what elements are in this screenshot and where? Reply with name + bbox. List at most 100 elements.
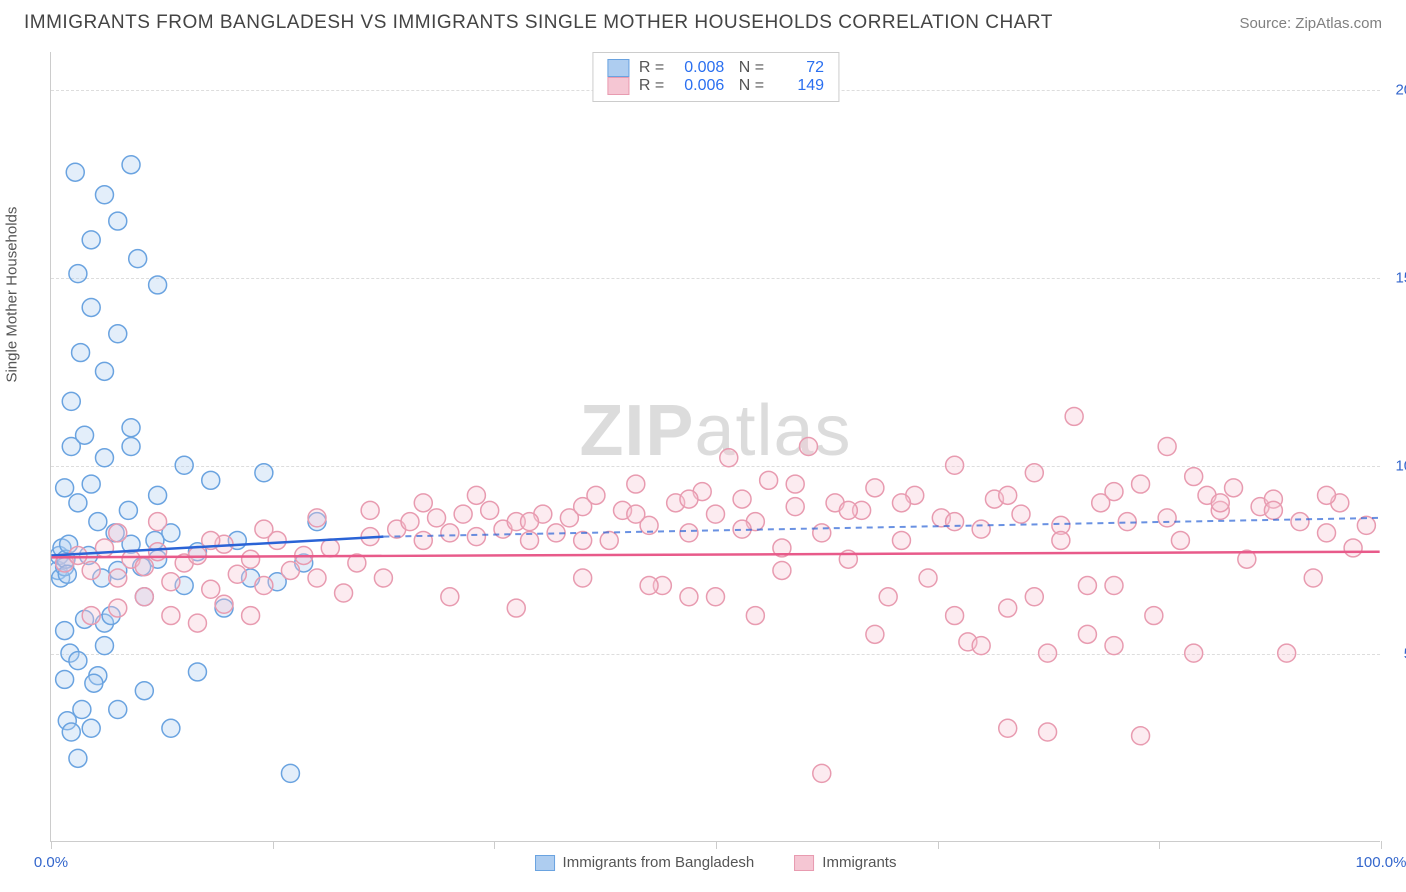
scatter-point <box>733 490 751 508</box>
scatter-point <box>1105 483 1123 501</box>
scatter-point <box>95 539 113 557</box>
r-value-series1: 0.008 <box>674 59 724 77</box>
scatter-point <box>162 607 180 625</box>
scatter-point <box>95 637 113 655</box>
scatter-point <box>720 449 738 467</box>
scatter-point <box>760 471 778 489</box>
y-axis-label: Single Mother Households <box>4 207 21 383</box>
scatter-point <box>1039 644 1057 662</box>
y-tick-label: 20.0% <box>1395 81 1406 98</box>
scatter-point <box>401 513 419 531</box>
scatter-point <box>892 494 910 512</box>
scatter-point <box>1185 468 1203 486</box>
x-tick-label: 0.0% <box>34 854 68 871</box>
chart-source: Source: ZipAtlas.com <box>1239 15 1382 32</box>
chart-container: Single Mother Households R = 0.008 N = 7… <box>0 42 1406 882</box>
scatter-point <box>414 531 432 549</box>
scatter-point <box>1304 569 1322 587</box>
scatter-point <box>467 486 485 504</box>
x-tick <box>494 841 495 849</box>
scatter-point <box>507 599 525 617</box>
scatter-point <box>135 558 153 576</box>
scatter-point <box>374 569 392 587</box>
scatter-point <box>242 550 260 568</box>
scatter-point <box>109 325 127 343</box>
scatter-point <box>255 464 273 482</box>
scatter-point <box>308 509 326 527</box>
scatter-point <box>866 625 884 643</box>
scatter-point <box>627 505 645 523</box>
scatter-point <box>175 456 193 474</box>
scatter-point <box>414 494 432 512</box>
scatter-point <box>1158 438 1176 456</box>
scatter-point <box>149 513 167 531</box>
scatter-point <box>1225 479 1243 497</box>
scatter-point <box>56 670 74 688</box>
scatter-point <box>335 584 353 602</box>
scatter-point <box>866 479 884 497</box>
scatter-point <box>82 298 100 316</box>
scatter-point <box>1291 513 1309 531</box>
scatter-point <box>1052 531 1070 549</box>
scatter-point <box>773 561 791 579</box>
n-value-series2: 149 <box>774 77 824 95</box>
scatter-svg <box>51 52 1380 841</box>
scatter-point <box>839 501 857 519</box>
scatter-point <box>481 501 499 519</box>
scatter-point <box>149 276 167 294</box>
scatter-point <box>122 438 140 456</box>
legend-item-immigrants: Immigrants <box>794 854 896 871</box>
scatter-point <box>69 749 87 767</box>
scatter-point <box>95 449 113 467</box>
y-tick-label: 10.0% <box>1395 457 1406 474</box>
scatter-point <box>72 344 90 362</box>
scatter-point <box>746 607 764 625</box>
scatter-point <box>82 607 100 625</box>
scatter-point <box>73 701 91 719</box>
scatter-point <box>95 362 113 380</box>
scatter-point <box>574 569 592 587</box>
x-tick <box>938 841 939 849</box>
scatter-point <box>202 580 220 598</box>
chart-title: IMMIGRANTS FROM BANGLADESH VS IMMIGRANTS… <box>24 12 1053 34</box>
scatter-point <box>228 565 246 583</box>
scatter-point <box>640 577 658 595</box>
scatter-point <box>441 524 459 542</box>
scatter-point <box>1132 727 1150 745</box>
scatter-point <box>95 186 113 204</box>
x-tick <box>1381 841 1382 849</box>
scatter-point <box>441 588 459 606</box>
legend-bottom: Immigrants from Bangladesh Immigrants <box>535 854 897 871</box>
scatter-point <box>972 637 990 655</box>
scatter-point <box>215 595 233 613</box>
scatter-point <box>892 531 910 549</box>
legend-swatch-pink-icon <box>794 855 814 871</box>
scatter-point <box>946 456 964 474</box>
n-value-series1: 72 <box>774 59 824 77</box>
scatter-point <box>786 475 804 493</box>
scatter-point <box>69 494 87 512</box>
scatter-point <box>69 652 87 670</box>
scatter-point <box>627 475 645 493</box>
scatter-point <box>1185 644 1203 662</box>
scatter-point <box>1171 531 1189 549</box>
chart-header: IMMIGRANTS FROM BANGLADESH VS IMMIGRANTS… <box>0 0 1406 42</box>
scatter-point <box>66 163 84 181</box>
scatter-point <box>574 531 592 549</box>
legend-row-series2: R = 0.006 N = 149 <box>607 77 824 95</box>
legend-correlation-stats: R = 0.008 N = 72 R = 0.006 N = 149 <box>592 52 839 102</box>
scatter-point <box>109 569 127 587</box>
scatter-point <box>999 599 1017 617</box>
scatter-point <box>62 392 80 410</box>
scatter-point <box>255 520 273 538</box>
scatter-point <box>188 663 206 681</box>
scatter-point <box>707 505 725 523</box>
scatter-point <box>1039 723 1057 741</box>
scatter-point <box>972 520 990 538</box>
plot-area: R = 0.008 N = 72 R = 0.006 N = 149 ZIPat… <box>50 52 1380 842</box>
scatter-point <box>1025 588 1043 606</box>
scatter-point <box>813 524 831 542</box>
x-tick <box>1159 841 1160 849</box>
scatter-point <box>255 577 273 595</box>
legend-row-series1: R = 0.008 N = 72 <box>607 59 824 77</box>
